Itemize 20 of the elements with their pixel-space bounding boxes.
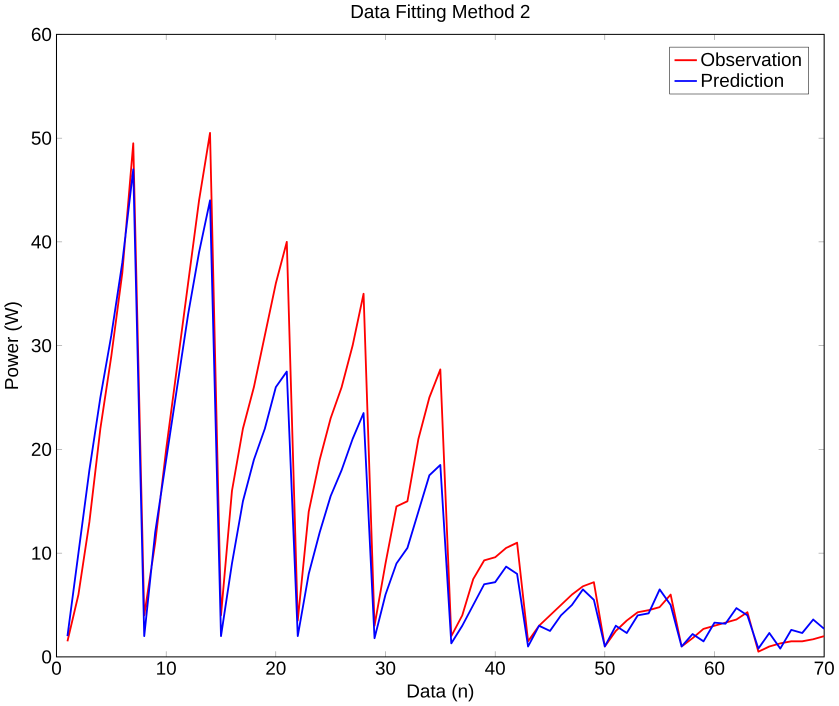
x-tick-label: 30 <box>376 662 396 675</box>
chart-title: Data Fitting Method 2 <box>352 4 530 22</box>
y-tick-label: 30 <box>32 339 52 352</box>
y-axis-title: Power (W) <box>4 302 22 389</box>
x-tick-label: 40 <box>485 662 505 675</box>
x-tick-label: 70 <box>814 662 834 675</box>
x-tick-label: 10 <box>157 662 176 675</box>
y-tick-label: 10 <box>32 546 52 560</box>
y-tick-label: 50 <box>32 132 52 145</box>
x-tick-label: 60 <box>704 662 724 675</box>
legend-label: Observation <box>701 52 801 66</box>
y-tick-label: 20 <box>32 442 52 456</box>
x-tick-label: 20 <box>266 662 286 675</box>
x-tick-label: 50 <box>595 662 615 675</box>
y-tick-label: 40 <box>31 235 52 249</box>
x-axis-title: Data (n) <box>408 684 474 702</box>
y-tick-label: 0 <box>42 650 52 664</box>
y-tick-label: 60 <box>32 28 52 42</box>
legend-label: Prediction <box>702 73 783 88</box>
x-tick-label: 0 <box>52 662 61 675</box>
